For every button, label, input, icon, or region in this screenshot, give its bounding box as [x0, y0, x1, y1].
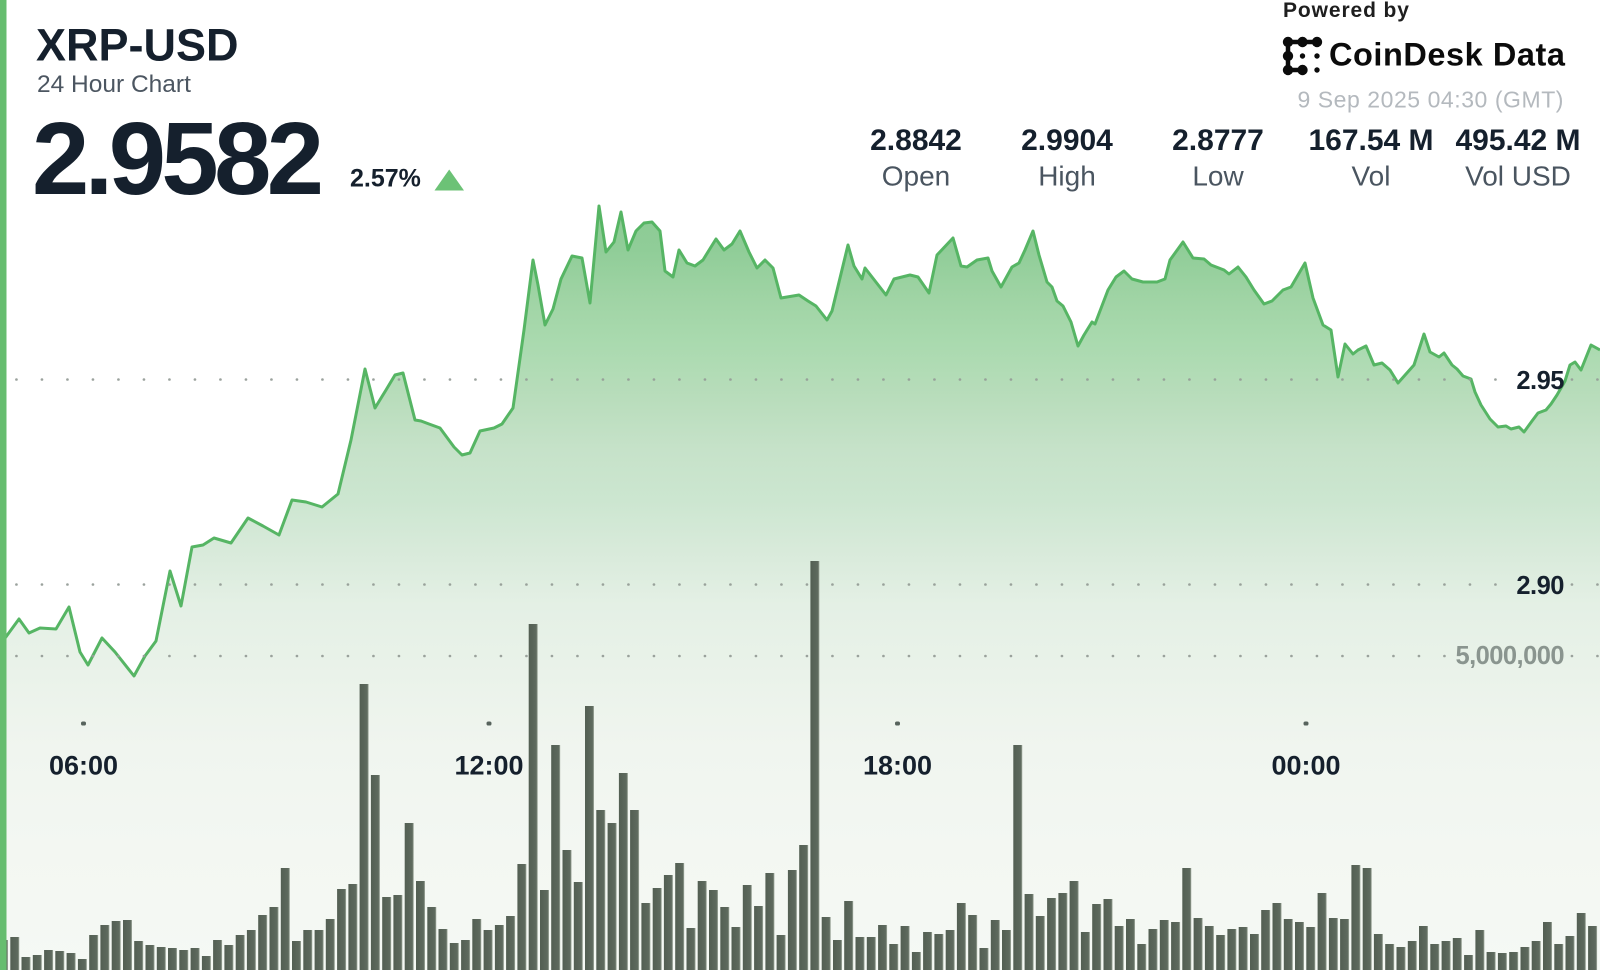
svg-text:2.9904: 2.9904 — [1021, 124, 1113, 157]
svg-text:Low: Low — [1192, 161, 1244, 192]
svg-text:12:00: 12:00 — [454, 751, 523, 781]
svg-text:CoinDesk Data: CoinDesk Data — [1329, 37, 1566, 73]
svg-text:2.90: 2.90 — [1516, 572, 1564, 600]
svg-text:495.42 M: 495.42 M — [1455, 124, 1580, 157]
svg-text:Open: Open — [882, 161, 951, 192]
svg-text:High: High — [1038, 161, 1096, 192]
svg-text:2.8777: 2.8777 — [1172, 124, 1264, 157]
svg-text:2.8842: 2.8842 — [870, 124, 962, 157]
svg-text:18:00: 18:00 — [863, 751, 932, 781]
svg-text:24 Hour Chart: 24 Hour Chart — [37, 71, 191, 98]
svg-text:5,000,000: 5,000,000 — [1456, 642, 1565, 670]
svg-text:9 Sep 2025 04:30 (GMT): 9 Sep 2025 04:30 (GMT) — [1297, 87, 1564, 113]
svg-text:Vol: Vol — [1352, 161, 1391, 192]
svg-text:Powered by: Powered by — [1283, 0, 1410, 22]
svg-text:2.9582: 2.9582 — [32, 101, 321, 216]
svg-text:2.95: 2.95 — [1516, 367, 1564, 395]
svg-text:00:00: 00:00 — [1271, 751, 1340, 781]
svg-text:167.54 M: 167.54 M — [1308, 124, 1433, 157]
svg-text:Vol USD: Vol USD — [1465, 161, 1571, 192]
svg-text:XRP-USD: XRP-USD — [36, 20, 239, 71]
svg-text:06:00: 06:00 — [49, 751, 118, 781]
svg-text:2.57%: 2.57% — [350, 165, 421, 193]
